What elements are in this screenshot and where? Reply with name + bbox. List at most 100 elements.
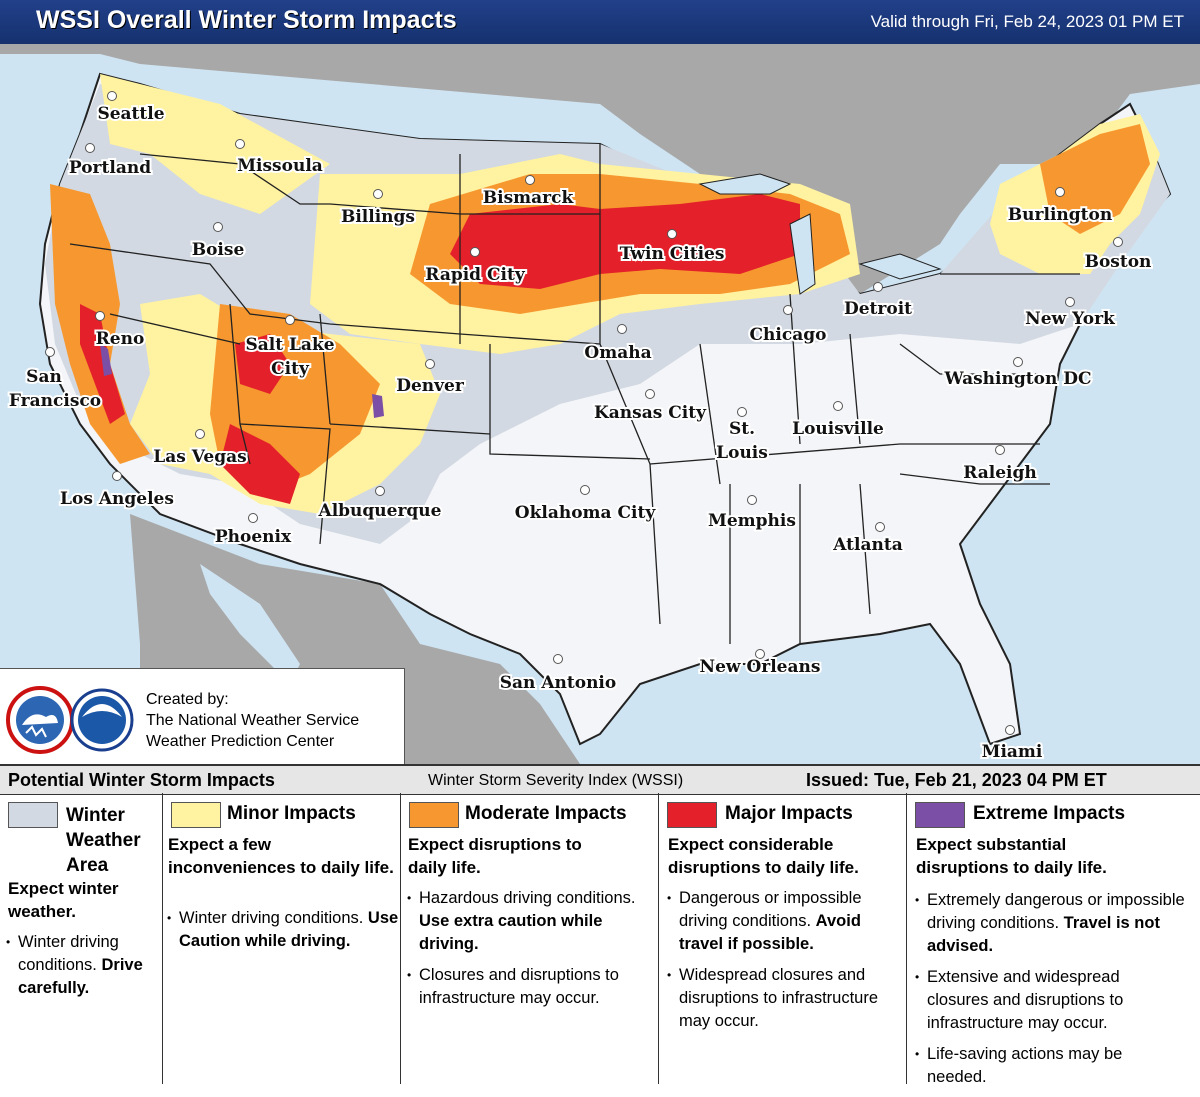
city-marker-san-antonio (553, 654, 563, 664)
city-marker-portland (85, 143, 95, 153)
city-label-city: City (271, 359, 310, 379)
legend-title-bar: Potential Winter Storm Impacts Winter St… (0, 764, 1200, 795)
city-label-washington-dc: Washington DC (943, 369, 1091, 389)
city-marker-kansas-city (645, 389, 655, 399)
index-name: Winter Storm Severity Index (WSSI) (428, 772, 684, 789)
city-label-denver: Denver (396, 376, 465, 396)
city-label-los-angeles: Los Angeles (60, 489, 174, 509)
city-label-missoula: Missoula (237, 156, 323, 176)
legend-minor-impacts: Minor Impacts Expect a few inconvenience… (163, 793, 401, 1084)
city-marker-albuquerque (375, 486, 385, 496)
city-marker-phoenix (248, 513, 258, 523)
city-marker-washington-dc (1013, 357, 1023, 367)
major-bullets: Dangerous or impossible driving conditio… (667, 887, 905, 1041)
city-marker-miami (1005, 725, 1015, 735)
extreme-swatch (915, 802, 965, 828)
major-impact-plains (450, 194, 800, 289)
city-label-memphis: Memphis (708, 511, 796, 531)
moderate-description: Expect disruptions to daily life. (408, 835, 582, 877)
city-marker-boston (1113, 237, 1123, 247)
moderate-bullets: Hazardous driving conditions. Use extra … (407, 887, 653, 1018)
city-label-chicago: Chicago (750, 325, 827, 345)
city-label-seattle: Seattle (97, 104, 164, 124)
winter-swatch (8, 802, 58, 828)
city-marker-san (45, 347, 55, 357)
city-marker-salt-lake (285, 315, 295, 325)
major-impact-utah (235, 334, 290, 394)
agency-logos (6, 685, 136, 760)
credit-line-2: The National Weather Service (146, 712, 360, 729)
city-marker-denver (425, 359, 435, 369)
city-label-boston: Boston (1085, 252, 1152, 272)
city-marker-seattle (107, 91, 117, 101)
credit-line-3: Weather Prediction Center (146, 733, 335, 750)
city-marker-los-angeles (112, 471, 122, 481)
city-marker-oklahoma-city (580, 485, 590, 495)
city-label-bismarck: Bismarck (483, 188, 575, 208)
city-marker-twin-cities (667, 229, 677, 239)
minor-swatch (171, 802, 221, 828)
city-label-raleigh: Raleigh (963, 463, 1037, 483)
minor-impact-northwest (100, 74, 330, 214)
city-marker-detroit (873, 282, 883, 292)
city-marker-rapid-city (470, 247, 480, 257)
legend-heading: Potential Winter Storm Impacts (8, 770, 275, 790)
winter-category: Winter Weather Area (66, 805, 141, 876)
city-marker-missoula (235, 139, 245, 149)
major-description: Expect considerable disruptions to daily… (668, 835, 859, 877)
city-label-francisco: Francisco (9, 391, 101, 411)
credit-text: Created by: The National Weather Service… (146, 689, 359, 752)
moderate-swatch (409, 802, 459, 828)
legend-major-impacts: Major Impacts Expect considerable disrup… (659, 793, 907, 1084)
city-marker-billings (373, 189, 383, 199)
impact-map: Seattle Portland Missoula Billings Boise Bism… (0, 44, 1200, 764)
city-label-omaha: Omaha (584, 343, 651, 363)
noaa-logo-icon (70, 688, 134, 752)
winter-bullets: Winter driving conditions. Drive careful… (6, 931, 162, 1008)
city-label-miami: Miami (982, 742, 1043, 762)
legend-extreme-impacts: Extreme Impacts Expect substantial disru… (907, 793, 1200, 1086)
city-label-oklahoma-city: Oklahoma City (515, 503, 657, 523)
city-label-new-orleans: New Orleans (700, 657, 821, 677)
extreme-impact-rockies (372, 394, 384, 418)
city-marker-burlington (1055, 187, 1065, 197)
city-marker-omaha (617, 324, 627, 334)
moderate-impact-northeast (1040, 124, 1150, 234)
extreme-category: Extreme Impacts (973, 803, 1126, 824)
city-marker-chicago (783, 305, 793, 315)
valid-time: Valid through Fri, Feb 24, 2023 01 PM ET (870, 12, 1184, 31)
header-bar: WSSI Overall Winter Storm Impacts Valid … (0, 0, 1200, 44)
credit-box: Created by: The National Weather Service… (0, 668, 405, 765)
city-marker-bismarck (525, 175, 535, 185)
state-borders (69, 144, 1080, 644)
city-label-rapid-city: Rapid City (425, 265, 526, 285)
city-marker-raleigh (995, 445, 1005, 455)
city-marker-las-vegas (195, 429, 205, 439)
canada-land (0, 44, 1200, 294)
city-label-atlanta: Atlanta (832, 535, 902, 555)
city-marker-reno (95, 311, 105, 321)
city-label-louisville: Louisville (792, 419, 884, 439)
gulf-california (200, 564, 300, 684)
city-marker-memphis (747, 495, 757, 505)
city-label-detroit: Detroit (844, 299, 912, 319)
city-label-san: San (26, 367, 62, 387)
credit-line-1: Created by: (146, 691, 229, 708)
city-label-phoenix: Phoenix (215, 527, 292, 547)
city-label-reno: Reno (96, 329, 145, 349)
city-label-portland: Portland (69, 158, 151, 178)
city-label-san-antonio: San Antonio (500, 673, 616, 693)
city-label-twin-cities: Twin Cities (620, 244, 725, 264)
major-impact-southwest (220, 424, 300, 504)
issued-time: Issued: Tue, Feb 21, 2023 04 PM ET (806, 770, 1107, 790)
great-lakes (698, 173, 942, 295)
extreme-bullets: Extremely dangerous or impossible drivin… (915, 889, 1185, 1097)
legend-winter-weather: Winter Weather Area Expect winter weathe… (0, 793, 163, 1084)
city-marker-new-york (1065, 297, 1075, 307)
city-label-boise: Boise (192, 240, 245, 260)
extreme-impact-sierra (100, 344, 112, 376)
city-marker-new-orleans (755, 649, 765, 659)
extreme-description: Expect substantial disruptions to daily … (916, 835, 1107, 877)
city-marker-st- (737, 407, 747, 417)
